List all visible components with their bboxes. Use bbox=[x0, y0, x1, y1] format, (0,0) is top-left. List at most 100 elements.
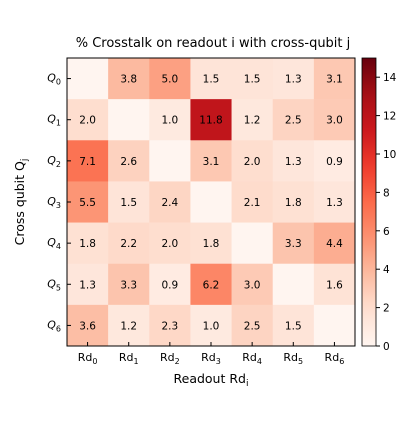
y-tick-label: Q4 bbox=[47, 236, 61, 251]
cell-value-label: 1.3 bbox=[326, 197, 343, 209]
chart-title: % Crosstalk on readout i with cross-qubi… bbox=[76, 36, 351, 51]
cell-value-label: 1.8 bbox=[285, 197, 302, 209]
y-tick-label: Q6 bbox=[47, 318, 61, 333]
y-axis-ticks: Q0 Q1 Q2 Q3 Q4 Q5 Q6 bbox=[47, 72, 71, 333]
cell-value-label: 2.3 bbox=[162, 320, 179, 332]
cell-value-label: 1.3 bbox=[79, 279, 96, 291]
cell-value-label: 3.8 bbox=[120, 74, 137, 86]
cell-value-label: 1.5 bbox=[120, 197, 137, 209]
cell-value-label: 3.3 bbox=[120, 279, 137, 291]
heatmap-cell bbox=[231, 99, 274, 141]
heatmap-cell bbox=[231, 140, 274, 182]
heatmap-cell bbox=[272, 181, 315, 223]
heatmap-cell bbox=[272, 58, 315, 100]
cell-value-label: 1.2 bbox=[120, 320, 137, 332]
heatmap-cell bbox=[272, 222, 315, 265]
y-tick-label: Q0 bbox=[47, 72, 61, 87]
x-axis-ticks: Rd0 Rd1 Rd2 Rd3 Rd4 Rd5 Rd6 bbox=[78, 342, 345, 366]
heatmap-cell bbox=[149, 140, 191, 182]
cell-value-label: 3.0 bbox=[244, 279, 261, 291]
heatmap-cell bbox=[149, 58, 191, 100]
heatmap-cell bbox=[108, 263, 150, 306]
cell-value-label: 1.0 bbox=[203, 320, 220, 332]
y-axis-label: Cross qubit Qj bbox=[12, 159, 30, 246]
x-tick-label: Rd2 bbox=[160, 351, 180, 366]
heatmap-cell bbox=[190, 140, 232, 182]
heatmap-cell bbox=[149, 181, 191, 223]
cell-value-label: 1.8 bbox=[79, 238, 96, 250]
cell-value-label: 0.9 bbox=[326, 156, 343, 168]
heatmap-cell bbox=[272, 304, 315, 347]
heatmap-cell bbox=[190, 181, 232, 223]
colorbar-tick-label: 8 bbox=[383, 187, 390, 199]
colorbar-tick-label: 12 bbox=[383, 111, 396, 123]
heatmap-cell bbox=[67, 304, 109, 347]
x-tick-label: Rd0 bbox=[78, 351, 98, 366]
heatmap-cell bbox=[313, 99, 356, 141]
heatmap-cell bbox=[108, 140, 150, 182]
heatmap-cell bbox=[313, 181, 356, 223]
heatmap-cell bbox=[190, 222, 232, 265]
cell-value-label: 2.4 bbox=[162, 197, 179, 209]
heatmap-cell bbox=[231, 263, 274, 306]
cell-value-label: 3.1 bbox=[326, 74, 343, 86]
colorbar-tick-label: 10 bbox=[383, 149, 396, 161]
heatmap-cell bbox=[313, 263, 356, 306]
heatmap-cell bbox=[313, 58, 356, 100]
cell-value-label: 3.0 bbox=[326, 115, 343, 127]
heatmap-cell bbox=[272, 263, 315, 306]
cell-value-label: 6.2 bbox=[203, 279, 220, 291]
cell-value-label: 2.2 bbox=[120, 238, 137, 250]
heatmap-cell bbox=[190, 58, 232, 100]
heatmap-cell bbox=[313, 140, 356, 182]
cell-value-label: 2.0 bbox=[79, 115, 96, 127]
heatmap-cell bbox=[190, 263, 232, 306]
cell-value-label: 5.0 bbox=[162, 74, 179, 86]
colorbar-tick-label: 2 bbox=[383, 303, 390, 315]
heatmap-cell bbox=[108, 304, 150, 347]
heatmap-cell bbox=[313, 304, 356, 347]
heatmap-cell bbox=[67, 140, 109, 182]
heatmap-cell bbox=[231, 222, 274, 265]
cell-value-label: 1.2 bbox=[244, 115, 261, 127]
cell-value-label: 1.5 bbox=[203, 74, 220, 86]
x-tick-label: Rd6 bbox=[325, 351, 345, 366]
cell-value-label: 1.0 bbox=[162, 115, 179, 127]
cell-value-label: 2.0 bbox=[162, 238, 179, 250]
colorbar-ticks: 0 2 4 6 8 10 12 14 bbox=[376, 72, 397, 353]
heatmap-cell bbox=[313, 222, 356, 265]
cell-value-label: 3.3 bbox=[285, 238, 302, 250]
cell-value-label: 2.5 bbox=[244, 320, 261, 332]
heatmap-cells: 3.8 5.0 1.5 1.5 1.3 3.1 2.0 1.0 11.8 1.2 2.5 3.0 7.1… bbox=[67, 58, 356, 347]
cell-value-label: 2.5 bbox=[285, 115, 302, 127]
heatmap-cell bbox=[108, 58, 150, 100]
heatmap-cell bbox=[149, 304, 191, 347]
heatmap-cell bbox=[272, 99, 315, 141]
colorbar-tick-label: 4 bbox=[383, 264, 390, 276]
heatmap-cell bbox=[108, 222, 150, 265]
heatmap-cell bbox=[231, 181, 274, 223]
heatmap-cell bbox=[272, 140, 315, 182]
cell-value-label: 0.9 bbox=[162, 279, 179, 291]
cell-value-label: 3.1 bbox=[203, 156, 220, 168]
cell-value-label: 1.5 bbox=[285, 320, 302, 332]
y-tick-label: Q1 bbox=[47, 113, 61, 128]
colorbar-tick-label: 6 bbox=[383, 226, 390, 238]
heatmap-cell bbox=[231, 304, 274, 347]
colorbar bbox=[361, 57, 377, 347]
y-tick-label: Q3 bbox=[47, 195, 61, 210]
heatmap-cell bbox=[149, 99, 191, 141]
heatmap-cell bbox=[149, 263, 191, 306]
heatmap-cell bbox=[67, 181, 109, 223]
heatmap-cell bbox=[149, 222, 191, 265]
heatmap-cell bbox=[108, 99, 150, 141]
cell-value-label: 4.4 bbox=[326, 238, 343, 250]
cell-value-label: 2.0 bbox=[244, 156, 261, 168]
cell-value-label: 2.6 bbox=[120, 156, 137, 168]
cell-value-label: 1.3 bbox=[285, 156, 302, 168]
cell-value-label: 1.8 bbox=[203, 238, 220, 250]
cell-value-label: 1.5 bbox=[244, 74, 261, 86]
cell-value-label: 5.5 bbox=[79, 197, 96, 209]
cell-value-label: 11.8 bbox=[199, 115, 222, 127]
